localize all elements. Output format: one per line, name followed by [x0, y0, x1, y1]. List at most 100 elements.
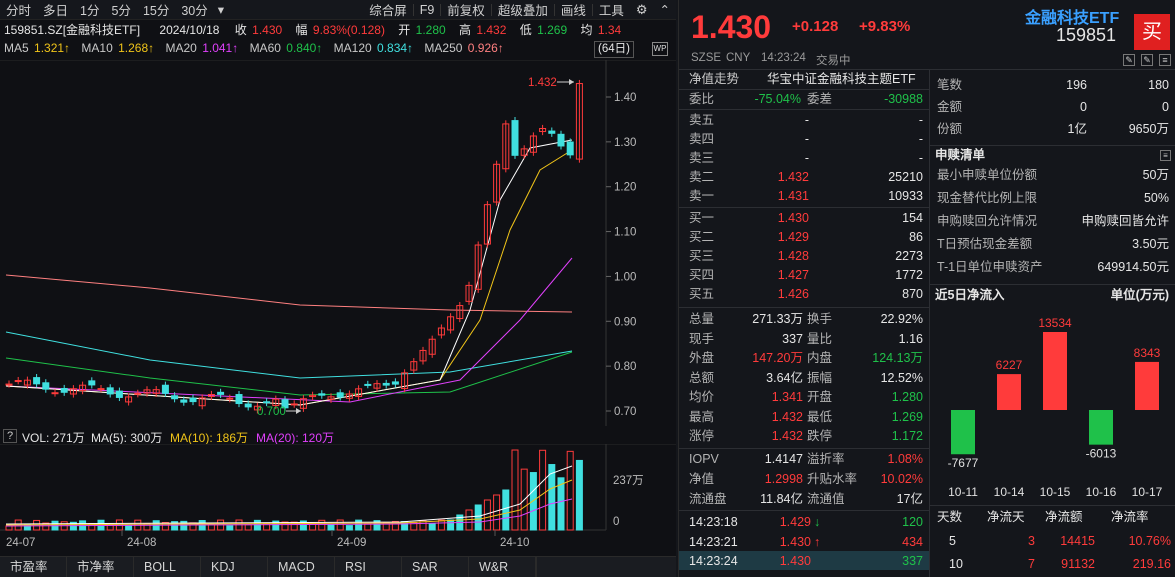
netflow-bar[interactable] — [1043, 332, 1067, 410]
edit2-icon[interactable]: ✎ — [1141, 54, 1153, 66]
stat-label: 量比 — [807, 331, 833, 346]
kline-chart[interactable]: 1.40 1.30 1.20 1.10 1.00 0.90 0.80 0.70 1.432 0… — [0, 60, 676, 426]
bid-volume: 870 — [902, 287, 923, 301]
tab-macd[interactable]: MACD — [268, 557, 335, 577]
avg-label: 均 — [580, 23, 593, 37]
ask-price: 1.432 — [777, 170, 809, 184]
open-value: 1.280 — [415, 23, 446, 37]
stat-value: 1.280 — [891, 390, 923, 404]
stat-value: 124.13万 — [872, 351, 923, 365]
tab-tools[interactable]: 工具 — [598, 4, 624, 18]
stat2-value: 17亿 — [896, 492, 923, 506]
ask-label: 卖二 — [689, 170, 715, 184]
flow-table-header: 净流额 — [1045, 510, 1083, 524]
export-icon[interactable]: WP — [652, 42, 668, 56]
price-tick-label: 1.20 — [614, 182, 636, 194]
gear-icon[interactable]: ⚙ — [635, 1, 648, 17]
stat-label: 换手 — [807, 312, 833, 326]
fund-name: 金融科技ETF — [1025, 10, 1120, 27]
tick-highlight — [679, 551, 929, 570]
stat-value: 1.432 — [771, 409, 803, 424]
ma120-value: 0.834↑ — [377, 41, 414, 55]
tab-wr[interactable]: W&R — [469, 557, 536, 577]
amp-label: 幅 — [295, 23, 308, 37]
netflow-date-label: 10-15 — [1040, 485, 1071, 499]
ma120-label: MA120 — [333, 41, 372, 55]
tab-timeshare[interactable]: 分时 — [6, 4, 32, 18]
tab-multiday[interactable]: 多日 — [43, 4, 69, 18]
bid-volume: 154 — [902, 211, 923, 225]
stat-label: 总量 — [689, 312, 715, 326]
subscription-menu-icon[interactable]: ≡ — [1160, 150, 1171, 161]
tab-overlay[interactable]: 超级叠加 — [497, 4, 548, 18]
ma250-label: MA250 — [424, 41, 463, 55]
subscription-value: 申购赎回皆允许 — [1081, 214, 1169, 228]
flow-table-header: 净流率 — [1111, 510, 1149, 524]
stat-label: 最高 — [689, 409, 715, 424]
netflow-bar[interactable] — [1089, 410, 1113, 445]
volume-chart[interactable]: 237万 0 24-07 24-08 24-09 24-10 — [0, 444, 676, 556]
period-dropdown-icon[interactable]: ▾ — [217, 3, 225, 17]
price-tick-label: 1.10 — [614, 227, 636, 239]
fund-info-label: 份额 — [937, 122, 963, 136]
trade-status: 交易中 — [816, 55, 851, 67]
tab-30min[interactable]: 30分 — [181, 4, 208, 18]
tab-1min[interactable]: 1分 — [80, 4, 100, 18]
amp-value: 9.83%(0.128) — [312, 23, 385, 37]
stat2-label: 溢折率 — [807, 452, 845, 466]
price-tick-label: 1.40 — [614, 92, 636, 104]
ma20-value: 1.041↑ — [202, 41, 239, 55]
stat-label: 现手 — [689, 331, 715, 346]
netflow-bar[interactable] — [997, 374, 1021, 410]
fund-code: 159851 — [1056, 25, 1117, 45]
tab-forward-adjust[interactable]: 前复权 — [447, 4, 485, 18]
tab-pe[interactable]: 市盈率 — [0, 557, 67, 577]
netflow-chart[interactable]: -7677 10-11 6227 10-14 13534 10-15 -6013 10-16 8… — [930, 304, 1175, 504]
stat-label: 跌停 — [807, 429, 833, 443]
tab-boll[interactable]: BOLL — [134, 557, 201, 577]
flow-row-amount: 91132 — [1061, 557, 1095, 571]
tab-rsi[interactable]: RSI — [335, 557, 402, 577]
help-icon[interactable]: ? — [3, 429, 17, 443]
up-icon[interactable]: ⌃ — [659, 3, 670, 17]
fund-info-value: 9650万 — [1128, 122, 1169, 136]
days-badge[interactable]: (64日) — [594, 41, 634, 58]
vol-label: VOL: 271万 — [22, 431, 85, 445]
netflow-bar[interactable] — [1135, 361, 1159, 410]
netflow-bar[interactable] — [951, 410, 975, 455]
vol-ma10: MA(10): 186万 — [170, 431, 249, 445]
edit-icon[interactable]: ✎ — [1123, 54, 1135, 66]
vol-ma5: MA(5): 300万 — [91, 431, 163, 445]
netflow-value-label: 6227 — [996, 358, 1023, 372]
subscription-label: T日预估现金差额 — [937, 237, 1033, 251]
menu-icon[interactable]: ≡ — [1159, 54, 1171, 66]
tab-pb[interactable]: 市净率 — [67, 557, 134, 577]
bid-price: 1.427 — [777, 268, 809, 282]
flow-row-days: 10 — [949, 557, 963, 571]
tab-sar[interactable]: SAR — [402, 557, 469, 577]
nav-trend-link[interactable]: 净值走势 — [689, 72, 740, 86]
bid-volume: 2273 — [895, 249, 923, 263]
tab-5min[interactable]: 5分 — [111, 4, 131, 18]
stat-label: 振幅 — [807, 370, 833, 385]
stat-value: 1.172 — [891, 429, 923, 443]
flow-row-flowdays: 7 — [1028, 557, 1035, 571]
bid-label: 买一 — [689, 211, 715, 225]
tab-f9[interactable]: F9 — [419, 2, 435, 17]
date-label-jul: 24-07 — [6, 537, 35, 549]
tab-kdj[interactable]: KDJ — [201, 557, 268, 577]
stat2-value: 1.08% — [887, 452, 923, 466]
stat-value: 22.92% — [880, 312, 923, 326]
tick-time: 14:23:18 — [689, 515, 738, 529]
stat-value: 1.432 — [771, 429, 803, 443]
ma60-label: MA60 — [249, 41, 281, 55]
tab-15min[interactable]: 15分 — [142, 4, 170, 18]
tab-draw-line[interactable]: 画线 — [560, 4, 586, 18]
tab-composite[interactable]: 综合屏 — [369, 4, 407, 18]
netflow-unit: 单位(万元) — [1110, 288, 1169, 302]
netflow-date-label: 10-17 — [1132, 485, 1163, 499]
buy-button[interactable]: 买 — [1134, 14, 1170, 50]
flow-row-rate: 219.16 — [1132, 557, 1171, 571]
tick-time: 14:23:24 — [689, 554, 738, 568]
quote-panel: 1.430 +0.128 +9.83% 金融科技ETF 159851 买 SZS… — [678, 0, 1175, 577]
